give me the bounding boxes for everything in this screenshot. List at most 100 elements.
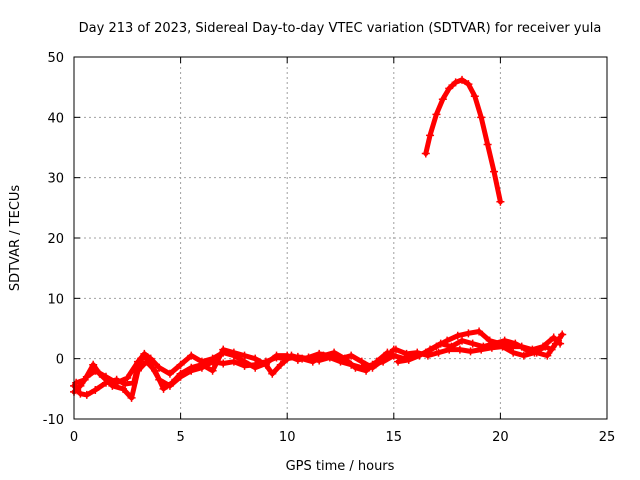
data-point [251,354,260,363]
data-point [76,389,85,398]
data-point [219,345,228,354]
data-point [140,349,149,358]
y-tick-label: 0 [56,353,64,368]
y-tick-label: 10 [47,292,64,307]
data-point [519,351,528,360]
data-point [127,393,136,402]
x-tick-label: 0 [70,430,78,445]
data-point [197,360,206,369]
data-point [464,80,473,89]
data-point [133,366,142,375]
data-point [464,329,473,338]
y-tick-label: 30 [47,172,64,187]
data-point [89,360,98,369]
data-point [362,366,371,375]
data-point [347,351,356,360]
data-points [70,75,567,402]
series-arc-3 [72,345,392,402]
data-point [426,345,435,354]
data-point [413,348,422,357]
data-point [558,330,567,339]
data-point [426,131,435,140]
axis-ticks: 0 5 10 15 20 25 -10 0 10 20 30 40 50 [43,51,616,445]
data-point [108,381,117,390]
series-arc-5 [394,330,567,366]
data-point [511,339,520,348]
data-point [268,369,277,378]
data-point [287,351,296,360]
data-point [402,349,411,358]
data-point [146,354,155,363]
x-tick-label: 20 [492,430,509,445]
data-point [261,360,270,369]
data-point [432,110,441,119]
data-point [80,375,89,384]
data-point [151,366,160,375]
data-point [451,78,460,87]
data-point [319,351,328,360]
data-point [340,354,349,363]
data-point [487,343,496,352]
data-point [423,351,432,360]
data-point [483,140,492,149]
data-point [123,373,132,382]
data-point [434,348,443,357]
data-point [383,348,392,357]
data-point [458,336,467,345]
data-point [272,351,281,360]
x-tick-label: 25 [599,430,616,445]
data-point [500,336,509,345]
data-point [509,348,518,357]
data-point [421,149,430,158]
data-point [475,327,484,336]
data-point [251,363,260,372]
data-point [436,339,445,348]
data-point [142,357,151,366]
x-axis-label: GPS time / hours [286,459,395,474]
series-trace [423,77,503,205]
data-point [208,354,217,363]
data-point [168,378,177,387]
x-tick-label: 15 [386,430,403,445]
data-point [530,348,539,357]
x-tick-label: 10 [279,430,296,445]
data-point [445,84,454,93]
data-point [133,357,142,366]
data-point [404,355,413,364]
data-point [72,378,81,387]
data-point [176,369,185,378]
data-point [547,345,556,354]
data-point [389,351,398,360]
data-point [229,348,238,357]
data-point [466,347,475,356]
data-point [330,348,339,357]
data-point [490,167,499,176]
data-point [159,384,168,393]
y-tick-label: 50 [47,51,64,66]
data-point [458,75,467,84]
y-tick-label: 40 [47,111,64,126]
data-point [453,331,462,340]
data-point [82,390,91,399]
data-point [91,386,100,395]
y-tick-label: 20 [47,232,64,247]
data-point [165,369,174,378]
data-point [276,360,285,369]
series-arc-high [421,75,505,206]
data-point [541,342,550,351]
x-tick-label: 5 [176,430,184,445]
data-point [496,197,505,206]
data-point [357,357,366,366]
data-point [240,351,249,360]
series-arc-6 [391,336,562,360]
data-point [155,363,164,372]
data-point [219,359,228,368]
data-point [455,345,464,354]
data-point [477,113,486,122]
data-point [187,363,196,372]
data-point [187,351,196,360]
data-point [438,95,447,104]
data-point [308,357,317,366]
data-point [549,333,558,342]
